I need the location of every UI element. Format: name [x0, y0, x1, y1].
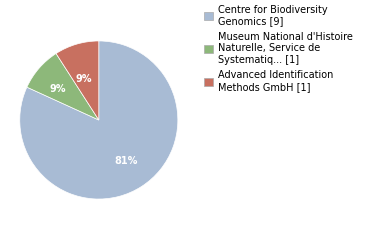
Wedge shape	[56, 41, 99, 120]
Wedge shape	[20, 41, 178, 199]
Text: 81%: 81%	[115, 156, 138, 166]
Text: 9%: 9%	[50, 84, 66, 94]
Legend: Centre for Biodiversity
Genomics [9], Museum National d'Histoire
Naturelle, Serv: Centre for Biodiversity Genomics [9], Mu…	[204, 5, 353, 92]
Wedge shape	[27, 54, 99, 120]
Text: 9%: 9%	[76, 74, 92, 84]
